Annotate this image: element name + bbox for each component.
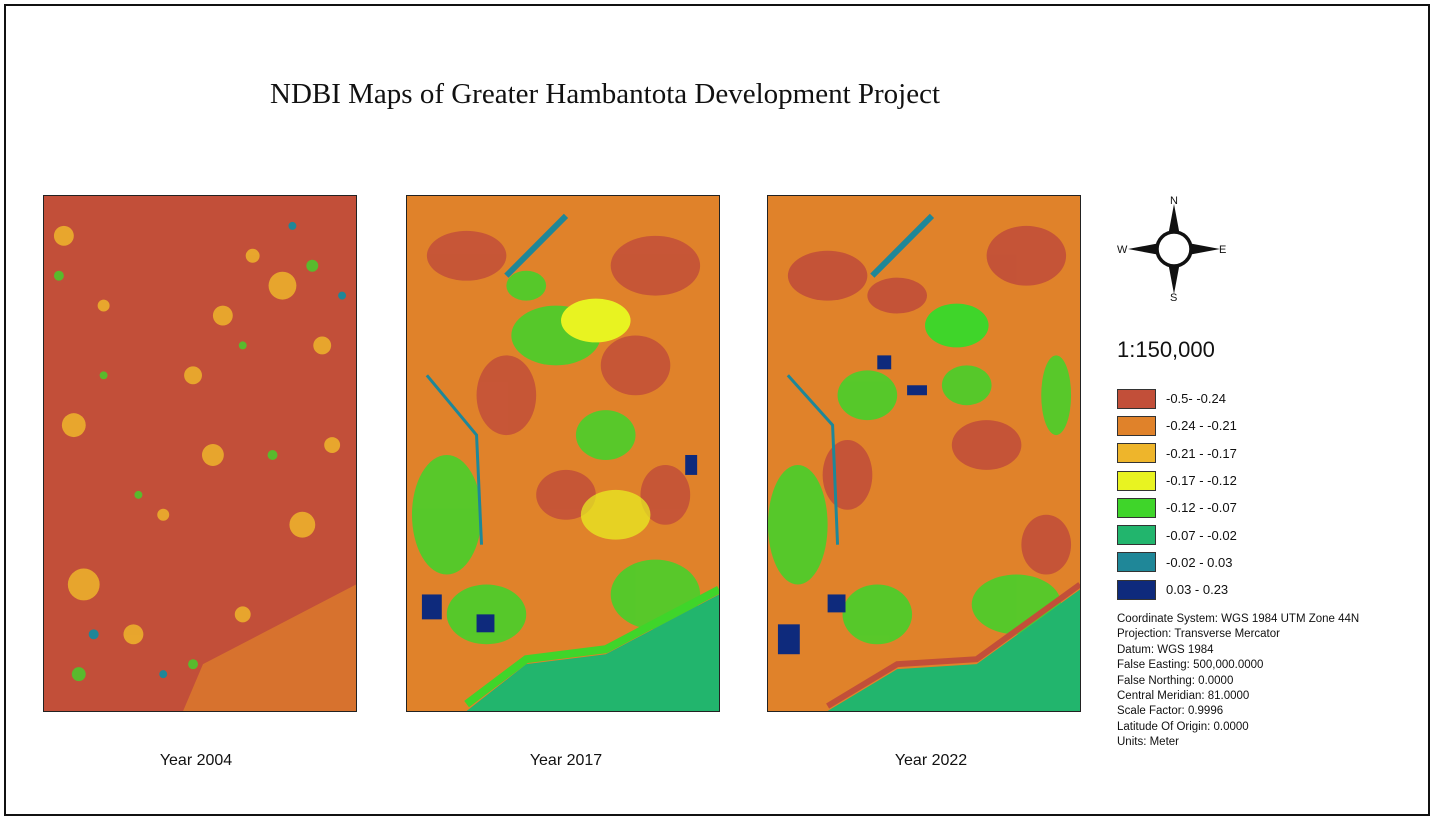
legend-label: 0.03 - 0.23 [1166,582,1229,598]
water-channel [504,213,569,278]
meta-line: Latitude Of Origin: 0.0000 [1117,720,1249,733]
lake-area [561,298,631,343]
meta-line: Coordinate System: WGS 1984 UTM Zone 44N [1117,613,1360,625]
meta-line: Datum: WGS 1984 [1117,643,1214,656]
water-patches [777,355,927,655]
map-layout-frame [4,4,1430,816]
legend-label: -0.12 - -0.07 [1166,500,1237,516]
compass-star-icon [1128,204,1220,294]
legend-item: -0.24 - -0.21 [1117,412,1237,439]
compass-n-label: N [1170,195,1178,207]
water-channel [870,213,935,278]
canal-line [786,374,840,545]
legend-item: -0.02 - 0.03 [1117,549,1237,576]
legend-item: -0.21 - -0.17 [1117,440,1237,467]
vegetation-patches [768,355,1072,645]
scattered-patches [53,225,341,645]
legend-swatch [1117,470,1156,491]
green-patches [53,259,319,682]
meta-line: Central Meridian: 81.0000 [1117,690,1250,703]
layout-title: NDBI Maps of Greater Hambantota Developm… [270,78,941,110]
year-label-2017: Year 2017 [529,752,603,769]
canal-line [425,374,484,545]
legend-item: -0.12 - -0.07 [1117,494,1237,521]
coast-fringe [464,585,719,708]
meta-line: False Easting: 500,000.0000 [1117,659,1264,672]
legend-label: -0.07 - -0.02 [1166,527,1237,543]
ndbi-map-2022 [767,195,1081,712]
legend-swatch [1117,552,1156,573]
legend-label: -0.02 - 0.03 [1166,554,1233,570]
ndbi-map-2004 [43,195,357,712]
legend-item: -0.5- -0.24 [1117,385,1237,412]
legend-label: -0.5- -0.24 [1166,391,1226,407]
meta-line: Projection: Transverse Mercator [1117,628,1280,641]
sea-area [466,594,719,711]
legend: -0.5- -0.24 -0.24 - -0.21 -0.21 - -0.17 … [1117,385,1237,603]
compass-s-label: S [1170,292,1177,304]
projection-info: Coordinate System: WGS 1984 UTM Zone 44N… [1117,612,1359,751]
central-patch [580,489,651,540]
legend-item: -0.17 - -0.12 [1117,467,1237,494]
year-label-2022: Year 2022 [894,752,968,769]
ndbi-map-2017 [406,195,720,712]
compass-ring [1155,230,1193,268]
meta-line: False Northing: 0.0000 [1117,674,1234,687]
legend-swatch [1117,525,1156,546]
year-label-2004: Year 2004 [159,752,233,769]
north-arrow: N S E W [1112,190,1236,308]
compass-e-label: E [1219,244,1226,256]
lake-area [924,303,989,348]
coast-fringe [826,582,1080,709]
legend-swatch [1117,415,1156,436]
legend-item: 0.03 - 0.23 [1117,576,1237,603]
legend-label: -0.21 - -0.17 [1166,445,1237,461]
coastal-band [183,584,356,711]
legend-swatch [1117,497,1156,518]
built-patches [426,230,701,525]
sea-area [827,589,1080,711]
legend-swatch [1117,443,1156,464]
scale-text: 1:150,000 [1117,337,1215,362]
meta-line: Scale Factor: 0.9996 [1117,705,1224,718]
legend-item: -0.07 - -0.02 [1117,521,1237,548]
meta-line: Units: Meter [1117,736,1179,749]
water-patches [421,454,698,633]
legend-label: -0.24 - -0.21 [1166,418,1237,434]
legend-swatch [1117,579,1156,600]
legend-swatch [1117,388,1156,409]
compass-w-label: W [1117,244,1128,256]
legend-label: -0.17 - -0.12 [1166,473,1237,489]
water-patches [88,221,347,679]
